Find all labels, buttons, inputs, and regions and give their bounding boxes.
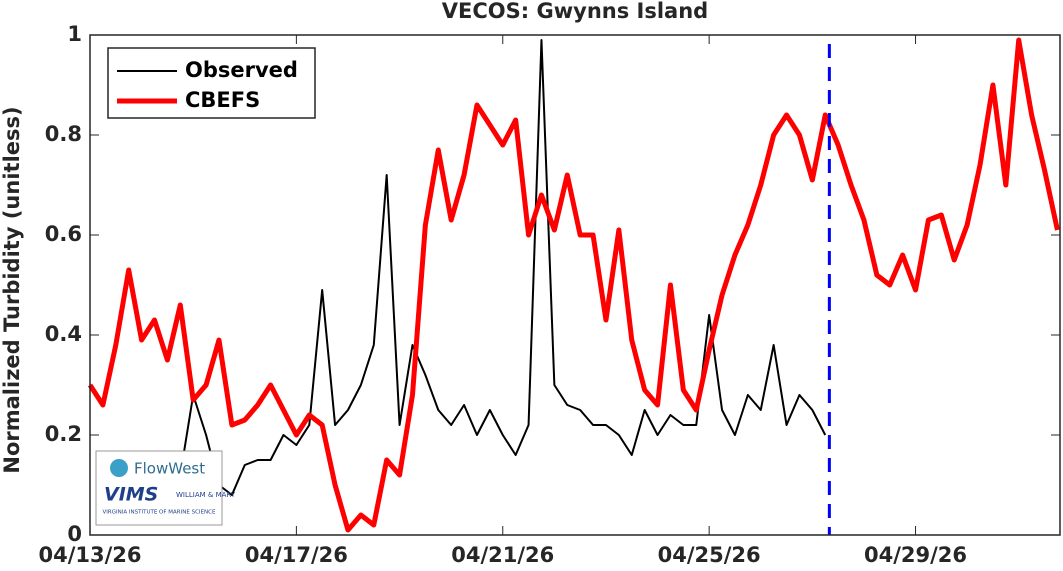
logo-text: VIMS — [104, 484, 158, 506]
logo: FlowWest VIMS WILLIAM & MARY VIRGINIA IN… — [95, 450, 236, 526]
chart-title: VECOS: Gwynns Island — [442, 0, 708, 23]
x-tick-label: 04/17/26 — [245, 543, 348, 567]
y-axis-label: Normalized Turbidity (unitless) — [0, 106, 24, 473]
legend-label: Observed — [185, 58, 298, 82]
legend-label: CBEFS — [185, 88, 260, 112]
x-tick-label: 04/13/26 — [38, 543, 141, 567]
legend-box — [107, 47, 316, 119]
y-tick-label: 0.6 — [45, 222, 82, 246]
logo-text: FlowWest — [134, 460, 205, 478]
y-tick-label: 0 — [67, 522, 82, 546]
logo-icon — [110, 459, 128, 477]
plot-frame — [89, 34, 1061, 536]
y-tick-label: 0.2 — [45, 422, 82, 446]
x-tick-label: 04/21/26 — [451, 543, 554, 567]
logo-text: VIRGINIA INSTITUTE OF MARINE SCIENCE — [103, 510, 216, 516]
x-tick-label: 04/25/26 — [658, 543, 761, 567]
logo-text: WILLIAM & MARY — [176, 491, 236, 499]
y-tick-label: 1 — [67, 22, 82, 46]
y-tick-label: 0.4 — [45, 322, 82, 346]
x-tick-label: 04/29/26 — [864, 543, 967, 567]
series-line — [87, 37, 1060, 533]
y-tick-label: 0.8 — [45, 122, 82, 146]
series-line — [179, 39, 827, 496]
